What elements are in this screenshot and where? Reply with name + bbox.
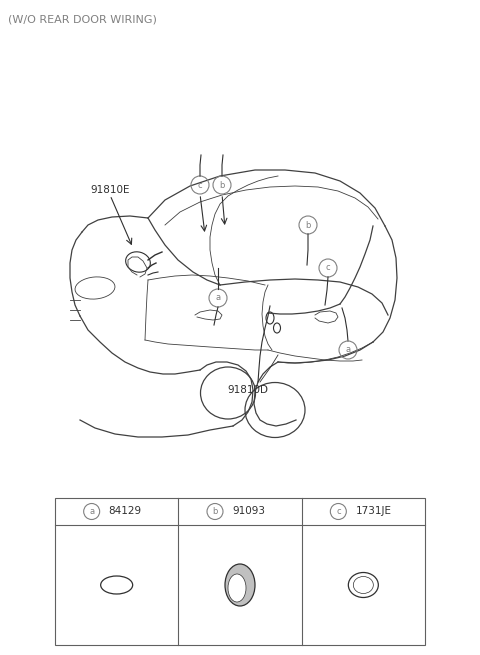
Ellipse shape bbox=[126, 252, 150, 272]
Text: 91810D: 91810D bbox=[228, 385, 268, 395]
Ellipse shape bbox=[274, 323, 280, 333]
Text: b: b bbox=[305, 221, 311, 229]
Text: 91093: 91093 bbox=[232, 506, 265, 517]
Text: 84129: 84129 bbox=[108, 506, 142, 517]
Text: c: c bbox=[336, 507, 341, 516]
Text: c: c bbox=[198, 181, 202, 189]
Text: c: c bbox=[326, 263, 330, 272]
Ellipse shape bbox=[228, 574, 246, 602]
Text: a: a bbox=[89, 507, 94, 516]
Text: 1731JE: 1731JE bbox=[355, 506, 391, 517]
Text: b: b bbox=[212, 507, 218, 516]
Bar bbox=[55, 498, 425, 645]
Ellipse shape bbox=[225, 564, 255, 606]
Text: 91810E: 91810E bbox=[90, 185, 130, 195]
Ellipse shape bbox=[266, 312, 274, 324]
Text: a: a bbox=[346, 345, 350, 354]
Text: b: b bbox=[219, 181, 225, 189]
Text: (W/O REAR DOOR WIRING): (W/O REAR DOOR WIRING) bbox=[8, 15, 157, 25]
Text: a: a bbox=[216, 293, 221, 303]
